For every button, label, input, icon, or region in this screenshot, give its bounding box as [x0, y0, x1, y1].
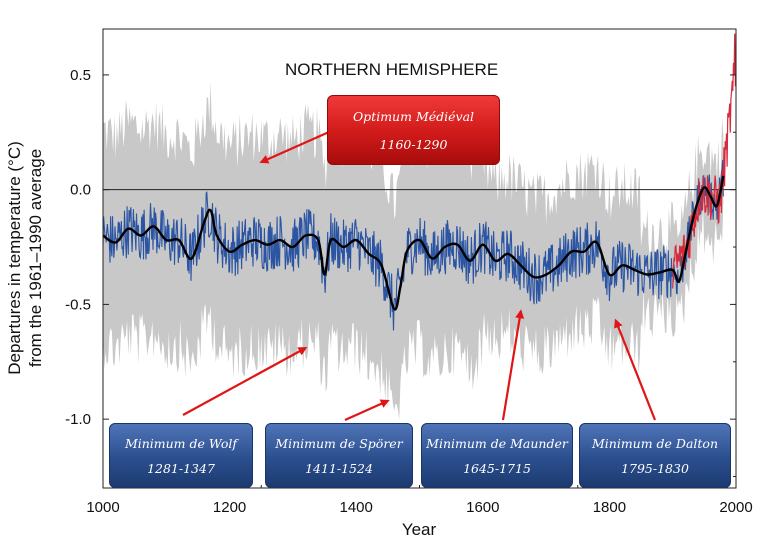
y-tick-label: 0.5: [70, 67, 91, 84]
uncertainty-band: [103, 81, 724, 420]
sporer-minimum-callout: Minimum de Spörer 1411-1524: [265, 423, 413, 488]
sporer-minimum-years: 1411-1524: [305, 461, 373, 476]
dalton-arrow: [614, 318, 657, 421]
x-tick-label: 1000: [86, 499, 119, 516]
maunder-minimum-years: 1645-1715: [463, 461, 531, 476]
sporer-minimum-label: Minimum de Spörer: [275, 436, 403, 451]
y-axis-title-line-1: Departures in temperature (°C): [5, 141, 24, 375]
y-tick-label: -0.5: [65, 296, 91, 313]
y-axis-title-line-2: from the 1961–1990 average: [26, 149, 45, 367]
optimum-arrow: [259, 130, 330, 164]
instrumental-series-line: [672, 33, 736, 289]
optimum-medieval-label: Optimum Médiéval: [352, 109, 475, 124]
maunder-minimum-callout: Minimum de Maunder 1645-1715: [421, 423, 573, 488]
chart-title: NORTHERN HEMISPHERE: [285, 60, 498, 79]
wolf-minimum-years: 1281-1347: [147, 461, 215, 476]
smoothed-series-line: [103, 175, 725, 311]
annual-series-line: [103, 159, 724, 331]
dalton-minimum-label: Minimum de Dalton: [591, 436, 719, 451]
y-tick-label: -1.0: [65, 411, 91, 428]
plot-area: [103, 33, 736, 420]
x-axis-title: Year: [402, 520, 437, 539]
wolf-arrow: [182, 347, 308, 416]
sporer-arrow: [344, 399, 390, 422]
dalton-minimum-callout: Minimum de Dalton 1795-1830: [579, 423, 731, 488]
y-axis: 0.5 0.0 -0.5 -1.0: [65, 67, 736, 478]
optimum-medieval-callout: Optimum Médiéval 1160-1290: [327, 95, 500, 165]
x-tick-label: 1800: [593, 499, 626, 516]
x-tick-label: 2000: [719, 499, 752, 516]
dalton-minimum-years: 1795-1830: [621, 461, 689, 476]
x-tick-label: 1200: [213, 499, 246, 516]
x-tick-label: 1400: [340, 499, 373, 516]
maunder-arrow: [501, 309, 525, 421]
wolf-minimum-label: Minimum de Wolf: [124, 436, 238, 451]
annotation-arrows: [182, 130, 657, 422]
y-tick-label: 0.0: [70, 182, 91, 199]
optimum-medieval-years: 1160-1290: [379, 137, 448, 152]
x-tick-label: 1600: [466, 499, 499, 516]
maunder-minimum-label: Minimum de Maunder: [426, 436, 568, 451]
wolf-minimum-callout: Minimum de Wolf 1281-1347: [109, 423, 253, 488]
